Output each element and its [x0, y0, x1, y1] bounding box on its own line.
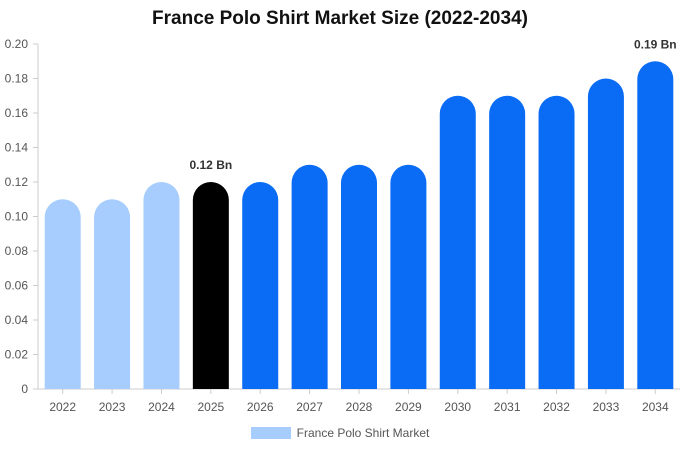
- bar-2033: [587, 78, 624, 389]
- bar-2031: [489, 95, 526, 389]
- bar-2025: [192, 182, 229, 389]
- x-tick-label-2033: 2033: [593, 400, 620, 414]
- y-tick-label: 0.20: [5, 37, 29, 51]
- x-tick-label-2022: 2022: [49, 400, 76, 414]
- bar-2028: [341, 164, 377, 389]
- data-label-2034: 0.19 Bn: [634, 37, 677, 51]
- x-tick-label-2028: 2028: [346, 400, 373, 414]
- x-axis: 2022 2023 2024 2025 2026 2027 2028 2029 2030 2031…: [38, 388, 680, 414]
- x-tick-label-2032: 2032: [543, 400, 570, 414]
- x-tick-label-2023: 2023: [99, 400, 126, 414]
- y-tick-label: 0.16: [5, 106, 29, 120]
- bar-2030: [439, 95, 476, 389]
- y-axis: 0 0.02 0.04 0.06 0.08 0.10 0.12 0.14 0.16 0.18 0.2…: [5, 37, 39, 396]
- chart-title: France Polo Shirt Market Size (2022-2034…: [152, 8, 528, 29]
- bar-2032: [538, 95, 575, 389]
- bar-2029: [390, 164, 427, 389]
- y-tick-label: 0.08: [5, 244, 29, 258]
- y-tick-label: 0.12: [5, 175, 29, 189]
- bar-2023: [94, 199, 131, 389]
- x-tick-label-2027: 2027: [296, 400, 323, 414]
- bar-2026: [242, 182, 279, 389]
- bar-2034: [637, 61, 674, 389]
- bars: [44, 61, 674, 389]
- x-tick-label-2026: 2026: [247, 400, 274, 414]
- bar-2027: [291, 164, 328, 389]
- y-tick-label: 0.10: [5, 210, 29, 224]
- y-tick-label: 0: [21, 382, 28, 396]
- x-tick-label-2025: 2025: [197, 400, 224, 414]
- y-tick-label: 0.14: [5, 141, 29, 155]
- x-tick-label-2024: 2024: [148, 400, 175, 414]
- x-tick-label-2031: 2031: [494, 400, 521, 414]
- x-tick-label-2029: 2029: [395, 400, 422, 414]
- data-labels: 0.12 Bn 0.19 Bn: [190, 37, 677, 172]
- legend-label: France Polo Shirt Market: [296, 426, 430, 440]
- legend-swatch: [250, 427, 291, 439]
- y-tick-label: 0.06: [5, 279, 29, 293]
- legend: France Polo Shirt Market: [0, 426, 680, 440]
- x-tick-label-2034: 2034: [642, 400, 669, 414]
- bar-2024: [143, 182, 180, 389]
- data-label-2025: 0.12 Bn: [190, 158, 233, 172]
- y-tick-label: 0.04: [5, 313, 29, 327]
- bar-2022: [44, 199, 81, 389]
- y-tick-label: 0.02: [5, 348, 29, 362]
- y-tick-label: 0.18: [5, 72, 29, 86]
- x-tick-label-2030: 2030: [444, 400, 471, 414]
